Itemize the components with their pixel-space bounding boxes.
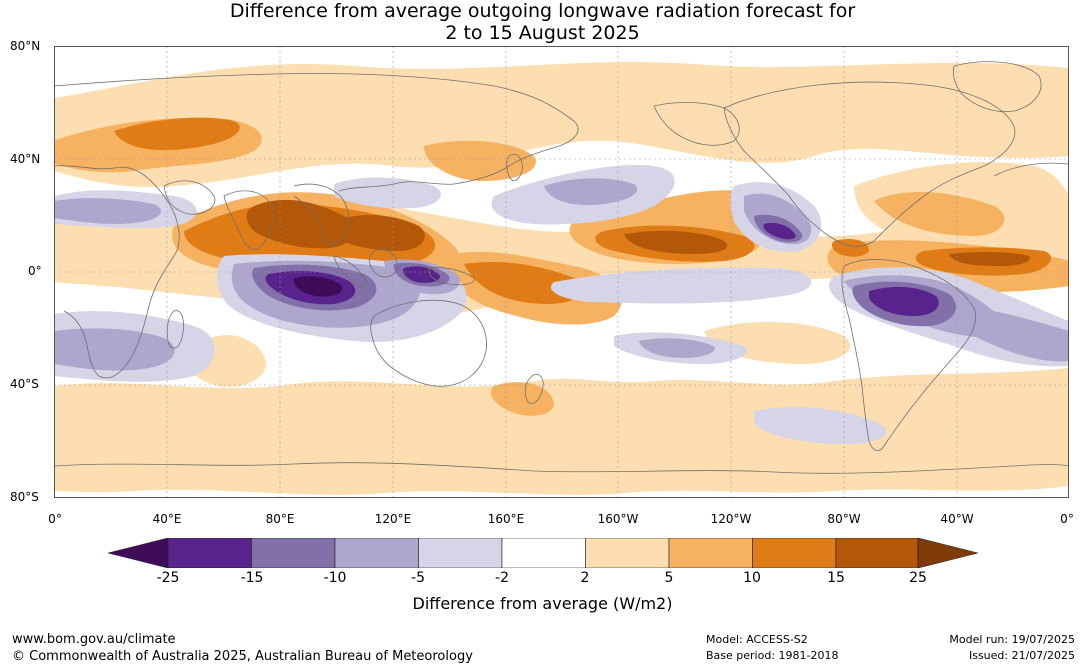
- legend-tick-10: 10: [743, 570, 761, 586]
- legend-label: Difference from average (W/m2): [412, 594, 673, 613]
- anomaly-p4-bay-of-bengal: [246, 199, 355, 249]
- anomaly-n4-maritime-east: [403, 266, 440, 283]
- coast-arabia: [163, 180, 216, 215]
- coast-southeast-asia: [293, 183, 349, 245]
- anomaly-n4-central-america: [763, 222, 796, 240]
- coast-europe: [993, 162, 1069, 177]
- colour-bar-segment-1: [167, 537, 252, 569]
- footer-run-info: Model run: 19/07/2025 Issued: 21/07/2025: [949, 632, 1075, 664]
- lon-label-80e: 80°E: [265, 512, 295, 526]
- colour-bar-segment-7: [668, 537, 753, 569]
- anomaly-n5-indian-ocean: [293, 276, 343, 297]
- map-title: Difference from average outgoing longwav…: [0, 0, 1085, 44]
- anomaly-n2-north-pacific: [544, 178, 638, 206]
- colour-bar-segment-2: [251, 537, 336, 569]
- anomaly-n2-brazil-plume: [952, 306, 1069, 362]
- title-line-2: 2 to 15 August 2025: [445, 22, 640, 44]
- colour-bar-svg: [107, 537, 979, 569]
- lon-label-40e: 40°E: [152, 512, 182, 526]
- anomaly-p4-central-pacific: [624, 230, 728, 254]
- legend-tick-minus-25: -25: [156, 570, 180, 586]
- anomaly-n2-africa-north: [54, 198, 162, 224]
- legend-tick-minus-15: -15: [240, 570, 264, 586]
- anomaly-p3-caribbean: [831, 239, 869, 257]
- lon-label-0-east: 0°: [1060, 512, 1074, 526]
- colour-bar: [107, 537, 979, 569]
- lon-label-160e: 160°E: [487, 512, 525, 526]
- coastline-layer: [54, 61, 1069, 474]
- anomaly-p3-west-pacific: [464, 261, 584, 304]
- lon-label-0-west: 0°: [48, 512, 62, 526]
- legend-tick-minus-5: -5: [411, 570, 425, 586]
- coast-india: [223, 190, 274, 251]
- negative-anomaly-layer: [54, 165, 1069, 445]
- lon-label-120e: 120°E: [374, 512, 412, 526]
- colour-bar-segment-6: [585, 537, 670, 569]
- coast-sumatra: [333, 255, 367, 287]
- anomaly-n1-east-asia: [334, 177, 442, 209]
- colour-bar-segment-3: [334, 537, 419, 569]
- coast-new-guinea: [428, 267, 475, 286]
- legend-tick-5: 5: [664, 570, 674, 586]
- footer-url-link[interactable]: www.bom.gov.au/climate: [12, 632, 176, 647]
- lat-label-40s: 40°S: [10, 377, 39, 391]
- footer-copyright: © Commonwealth of Australia 2025, Austra…: [12, 649, 473, 664]
- olr-anomaly-map: [54, 46, 1069, 498]
- graticule-layer: [54, 46, 1069, 498]
- anomaly-n2-southern-africa: [54, 328, 175, 371]
- legend-tick-minus-10: -10: [323, 570, 347, 586]
- anomaly-n2-south-pacific: [639, 338, 715, 358]
- title-line-1: Difference from average outgoing longwav…: [229, 0, 856, 22]
- coast-asia-north: [54, 73, 579, 192]
- footer-model-run: Model run: 19/07/2025: [949, 633, 1075, 646]
- lon-label-160w: 160°W: [597, 512, 639, 526]
- legend-tick-2: 2: [580, 570, 590, 586]
- anomaly-n4-south-america: [869, 286, 939, 316]
- colour-bar-segment-9: [835, 537, 919, 569]
- footer-issued: Issued: 21/07/2025: [968, 649, 1075, 662]
- legend-tick-25: 25: [909, 570, 927, 586]
- footer-base-period: Base period: 1981-2018: [706, 649, 839, 662]
- lat-label-40n: 40°N: [10, 152, 41, 166]
- colour-bar-segment-4: [418, 537, 503, 569]
- lon-label-40w: 40°W: [940, 512, 974, 526]
- coast-australia: [370, 299, 487, 387]
- anomaly-p2-south-pacific: [490, 382, 554, 416]
- anomaly-n1-tropical-pacific: [550, 267, 812, 304]
- coast-alaska: [653, 102, 740, 146]
- coast-north-america: [723, 81, 1016, 247]
- coast-madagascar: [166, 310, 184, 349]
- anomaly-p1-southern-band: [54, 368, 1069, 495]
- map-svg: [54, 46, 1069, 498]
- lat-label-80s: 80°S: [10, 490, 39, 504]
- colour-bar-segment-5: [501, 537, 586, 569]
- coast-japan: [506, 154, 523, 181]
- colour-bar-high-arrow: [917, 537, 979, 569]
- footer-model: Model: ACCESS-S2: [706, 633, 808, 646]
- anomaly-p4-south-china-sea: [328, 214, 425, 251]
- lat-label-80n: 80°N: [10, 39, 41, 53]
- footer-left: www.bom.gov.au/climate © Commonwealth of…: [12, 631, 473, 665]
- lon-label-120w: 120°W: [710, 512, 752, 526]
- legend-tick-15: 15: [827, 570, 845, 586]
- footer-model-info: Model: ACCESS-S2 Base period: 1981-2018: [706, 632, 838, 664]
- lat-label-0: 0°: [28, 264, 42, 278]
- coast-africa: [54, 165, 180, 379]
- anomaly-p2-east-asia: [424, 140, 536, 181]
- colour-bar-segment-8: [752, 537, 837, 569]
- anomaly-p4-atlantic: [949, 251, 1030, 266]
- coast-antarctica: [54, 462, 1069, 474]
- legend-tick-minus-2: -2: [495, 570, 509, 586]
- coast-borneo: [369, 249, 398, 278]
- anomaly-p1-northern-band: [54, 62, 1069, 188]
- lon-label-80w: 80°W: [827, 512, 861, 526]
- anomaly-n1-southern-ocean: [754, 406, 887, 445]
- anomaly-p2-north-atlantic: [874, 191, 1005, 236]
- anomaly-p3-central-asia: [114, 117, 240, 151]
- coast-south-america: [841, 259, 976, 451]
- colour-bar-low-arrow: [107, 537, 169, 569]
